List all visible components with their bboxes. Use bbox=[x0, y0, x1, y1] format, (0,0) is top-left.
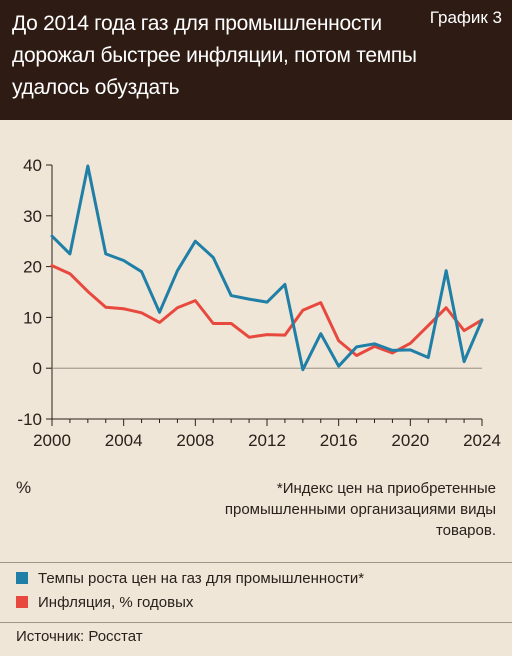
y-axis-unit-label: % bbox=[16, 478, 32, 497]
x-tick-label: 2024 bbox=[463, 431, 501, 450]
x-tick-label: 2016 bbox=[320, 431, 358, 450]
y-tick-label: 20 bbox=[23, 258, 42, 277]
y-tick-label: 10 bbox=[23, 308, 42, 327]
chart-legend: Темпы роста цен на газ для промышленност… bbox=[16, 566, 364, 614]
y-tick-label: -10 bbox=[17, 410, 42, 429]
source-divider bbox=[0, 622, 512, 623]
series-line-gas bbox=[50, 164, 484, 372]
y-tick-label: 0 bbox=[33, 359, 42, 378]
chart-title: До 2014 года газ для промышленности доро… bbox=[12, 12, 417, 99]
chart-number: График 3 bbox=[429, 8, 502, 27]
legend-label-inflation: Инфляция, % годовых bbox=[38, 593, 194, 611]
legend-swatch-gas bbox=[16, 572, 28, 584]
legend-item-gas: Темпы роста цен на газ для промышленност… bbox=[16, 566, 364, 590]
line-chart: 40 30 20 10 0 -10 2000 2004 2008 2012 2016 2020 2024 bbox=[17, 156, 501, 450]
x-tick-label: 2004 bbox=[105, 431, 143, 450]
y-tick-label: 40 bbox=[23, 156, 42, 175]
x-tick-label: 2000 bbox=[33, 431, 71, 450]
legend-item-inflation: Инфляция, % годовых bbox=[16, 590, 364, 614]
footnote: *Индекс цен на приобретенные промышленны… bbox=[224, 480, 496, 539]
legend-swatch-inflation bbox=[16, 596, 28, 608]
x-tick-label: 2020 bbox=[391, 431, 429, 450]
chart-header: До 2014 года газ для промышленности доро… bbox=[0, 0, 512, 120]
legend-divider bbox=[0, 562, 512, 563]
x-tick-label: 2008 bbox=[176, 431, 214, 450]
series-line-inflation bbox=[50, 264, 484, 357]
legend-label-gas: Темпы роста цен на газ для промышленност… bbox=[38, 569, 365, 587]
y-tick-label: 30 bbox=[23, 207, 42, 226]
x-tick-label: 2012 bbox=[248, 431, 286, 450]
source-note: Источник: Росстат bbox=[16, 628, 143, 645]
